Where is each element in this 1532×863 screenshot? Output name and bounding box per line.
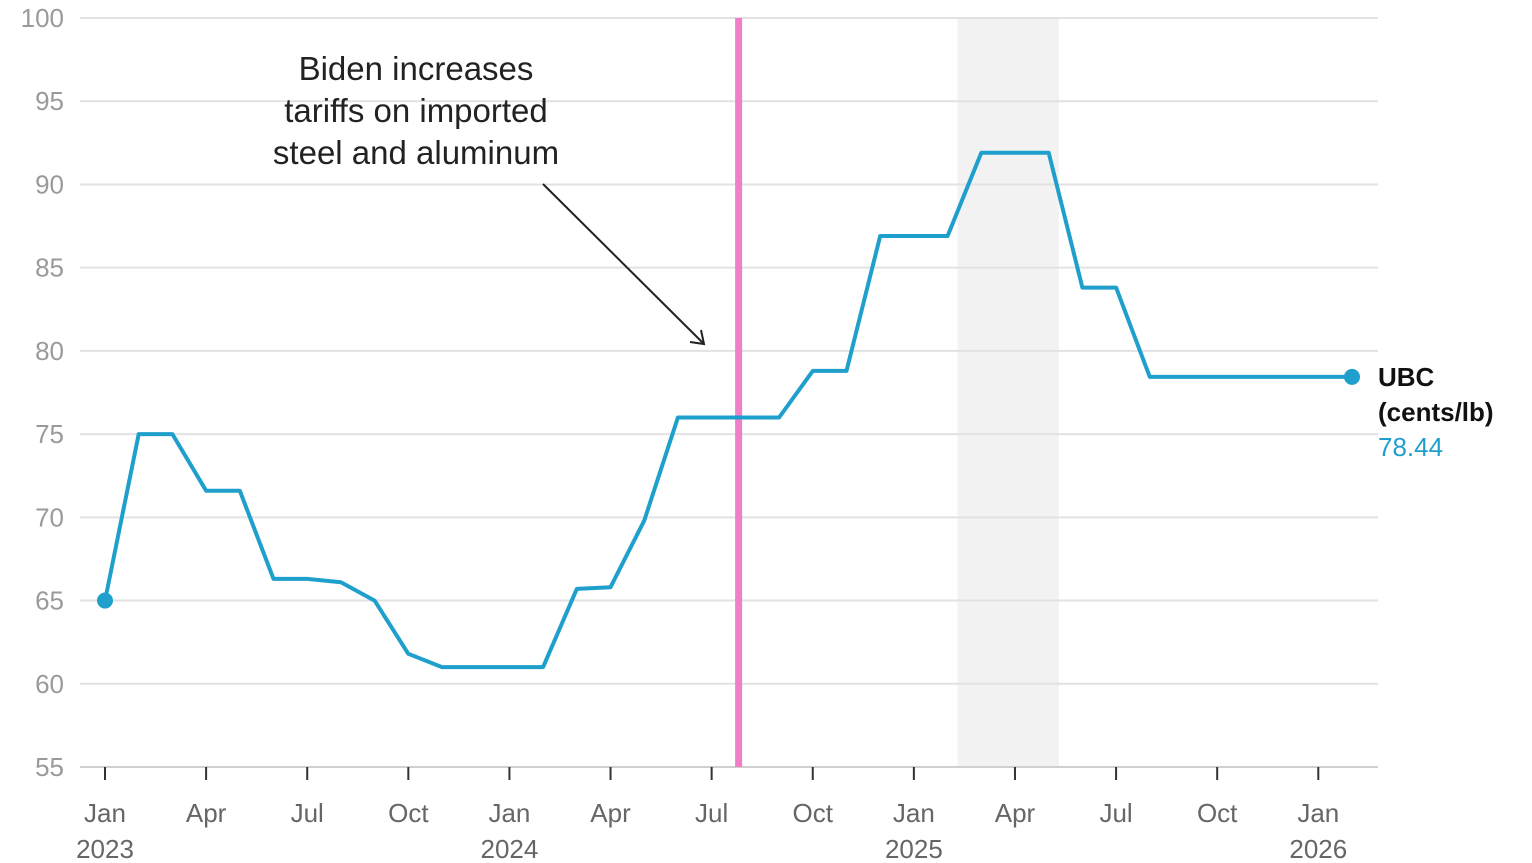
series-end-label: UBC (cents/lb) 78.44 xyxy=(1378,362,1494,462)
x-tick-label: Apr xyxy=(590,798,631,828)
y-tick-label: 95 xyxy=(35,86,64,116)
x-tick-label: Jan xyxy=(488,798,530,828)
y-axis-labels: 100 95 90 85 80 75 70 65 60 55 xyxy=(21,3,64,782)
data-point xyxy=(1344,368,1360,385)
y-tick-label: 100 xyxy=(21,3,64,33)
x-tick-label: Apr xyxy=(995,798,1036,828)
gridlines xyxy=(80,17,1378,768)
x-tick-label: Oct xyxy=(1197,798,1238,828)
y-tick-label: 90 xyxy=(35,169,64,199)
x-tick-label: Jul xyxy=(1099,798,1132,828)
y-tick-label: 60 xyxy=(35,669,64,699)
y-tick-label: 70 xyxy=(35,502,64,532)
x-tick-label: Jan xyxy=(84,798,126,828)
annotation-line-2: tariffs on imported xyxy=(284,92,548,129)
series-points xyxy=(97,368,1360,609)
series-name-line-1: UBC xyxy=(1378,362,1435,392)
x-tick-year: 2025 xyxy=(885,834,943,863)
annotation-arrow xyxy=(542,183,704,344)
x-tick-label: Jan xyxy=(1297,798,1339,828)
tariff-annotation: Biden increases tariffs on imported stee… xyxy=(273,50,706,346)
y-tick-label: 85 xyxy=(35,253,64,283)
series-name-line-2: (cents/lb) xyxy=(1378,397,1494,427)
x-tick-label: Oct xyxy=(388,798,429,828)
x-tick-year: 2026 xyxy=(1289,834,1347,863)
x-tick-label: Apr xyxy=(186,798,227,828)
annotation-line-3: steel and aluminum xyxy=(273,134,559,171)
y-tick-label: 75 xyxy=(35,419,64,449)
ubc-series-line xyxy=(103,150,1352,670)
y-tick-label: 65 xyxy=(35,586,64,616)
x-tick-label: Oct xyxy=(793,798,834,828)
annotation-line-1: Biden increases xyxy=(299,50,534,87)
data-point xyxy=(97,592,113,609)
y-tick-label: 55 xyxy=(35,752,64,782)
x-tick-year: 2024 xyxy=(481,834,539,863)
annotation-arrowhead xyxy=(689,329,706,346)
shaded-period xyxy=(957,18,1059,767)
y-tick-label: 80 xyxy=(35,336,64,366)
x-tick-label: Jan xyxy=(893,798,935,828)
x-axis: Jan 2023 Apr Jul Oct Jan 2024 Apr Jul Oct Jan 2025 A… xyxy=(76,767,1347,863)
x-tick-year: 2023 xyxy=(76,834,134,863)
x-tick-label: Jul xyxy=(291,798,324,828)
x-tick-label: Jul xyxy=(695,798,728,828)
series-last-value: 78.44 xyxy=(1378,432,1443,462)
